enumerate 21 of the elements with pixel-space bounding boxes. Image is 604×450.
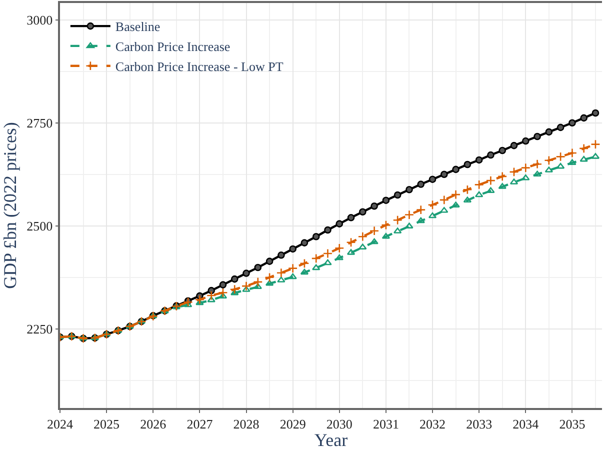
x-tick-label: 2025 bbox=[94, 416, 120, 432]
x-axis-title: Year bbox=[314, 430, 348, 450]
y-axis-title: GDP £bn (2022 prices) bbox=[0, 122, 20, 289]
y-tick-label: 2750 bbox=[26, 115, 53, 130]
x-tick-label: 2027 bbox=[186, 416, 214, 432]
x-tick-label: 2033 bbox=[466, 416, 492, 432]
y-tick-label: 2500 bbox=[26, 218, 53, 234]
x-tick-label: 2030 bbox=[326, 416, 352, 432]
y-tick-label: 3000 bbox=[26, 12, 53, 28]
x-tick-label: 2035 bbox=[559, 416, 586, 432]
legend-label: Baseline bbox=[115, 19, 160, 34]
x-tick-label: 2034 bbox=[512, 416, 540, 432]
x-tick-label: 2032 bbox=[420, 416, 446, 432]
x-tick-label: 2028 bbox=[233, 416, 260, 432]
legend-label: Carbon Price Increase - Low PT bbox=[115, 58, 284, 74]
x-tick-label: 2026 bbox=[140, 416, 167, 432]
x-tick-label: 2029 bbox=[280, 416, 306, 432]
legend-label: Carbon Price Increase bbox=[115, 39, 230, 54]
y-tick-label: 2250 bbox=[26, 321, 53, 336]
x-tick-label: 2024 bbox=[47, 416, 74, 432]
x-tick-label: 2031 bbox=[372, 416, 399, 432]
